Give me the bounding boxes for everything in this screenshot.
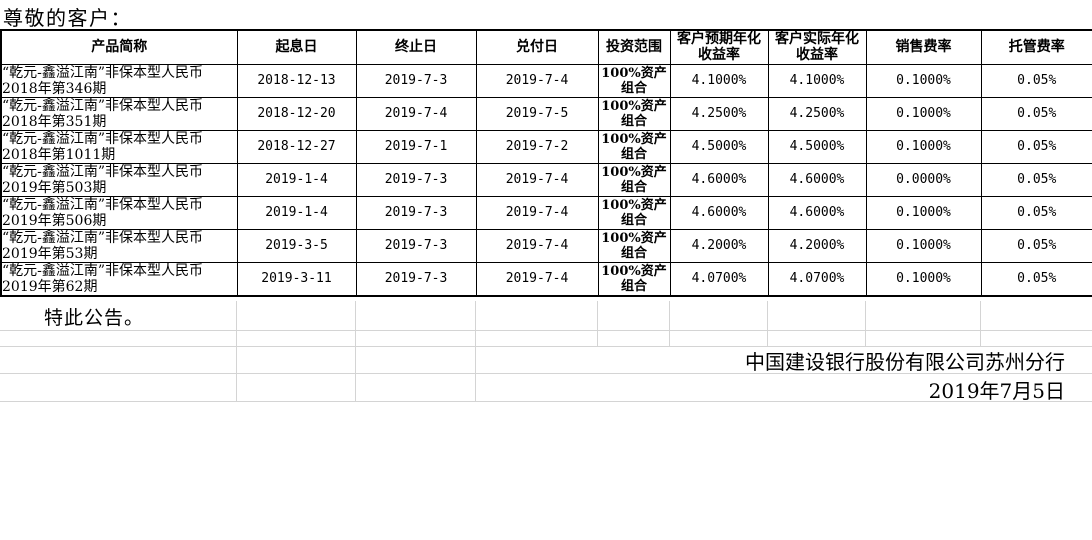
gridline-horizontal	[0, 401, 1092, 402]
col-header-custody-fee: 托管费率	[980, 29, 1092, 65]
gridline-horizontal	[0, 346, 1092, 347]
col-header-sales-fee: 销售费率	[865, 29, 982, 65]
col-header-product-name: 产品简称	[0, 29, 238, 65]
table-row: “乾元-鑫溢江南”非保本型人民币 2019年第503期 2019-1-4 2019-…	[0, 162, 1092, 197]
cell-actual-yield: 4.6000%	[767, 195, 867, 230]
cell-end-date: 2019-7-3	[355, 261, 477, 296]
gridline-horizontal	[0, 373, 1092, 374]
table-row: “乾元-鑫溢江南”非保本型人民币 2018年第351期 2018-12-20 201…	[0, 96, 1092, 131]
cell-sales-fee: 0.1000%	[865, 129, 982, 164]
cell-custody-fee: 0.05%	[980, 261, 1092, 296]
gridline-vertical	[597, 301, 598, 346]
cell-product-name: “乾元-鑫溢江南”非保本型人民币 2019年第506期	[0, 195, 238, 230]
cell-expected-yield: 4.2500%	[669, 96, 769, 131]
cell-custody-fee: 0.05%	[980, 129, 1092, 164]
table-row: “乾元-鑫溢江南”非保本型人民币 2018年第346期 2018-12-13 201…	[0, 63, 1092, 98]
cell-custody-fee: 0.05%	[980, 162, 1092, 197]
gridline-vertical	[767, 301, 768, 346]
cell-sales-fee: 0.1000%	[865, 228, 982, 263]
table-header-row: 产品简称 起息日 终止日 兑付日 投资范围 客户预期年化 收益率 客户实际年化 …	[0, 29, 1092, 65]
cell-value-date: 2019-3-11	[236, 261, 357, 296]
table-row: “乾元-鑫溢江南”非保本型人民币 2019年第62期 2019-3-11 2019-…	[0, 261, 1092, 296]
cell-product-name: “乾元-鑫溢江南”非保本型人民币 2018年第1011期	[0, 129, 238, 164]
cell-end-date: 2019-7-3	[355, 162, 477, 197]
cell-end-date: 2019-7-4	[355, 96, 477, 131]
table-body: “乾元-鑫溢江南”非保本型人民币 2018年第346期 2018-12-13 201…	[0, 63, 1092, 296]
cell-payment-date: 2019-7-4	[475, 63, 599, 98]
cell-sales-fee: 0.1000%	[865, 195, 982, 230]
col-header-expected-yield: 客户预期年化 收益率	[669, 29, 769, 65]
col-header-end-date: 终止日	[355, 29, 477, 65]
gridline-vertical	[355, 301, 356, 401]
cell-expected-yield: 4.1000%	[669, 63, 769, 98]
cell-actual-yield: 4.6000%	[767, 162, 867, 197]
cell-investment-scope: 100%资产 组合	[597, 162, 671, 197]
cell-end-date: 2019-7-1	[355, 129, 477, 164]
gridline-vertical	[865, 301, 866, 346]
cell-end-date: 2019-7-3	[355, 63, 477, 98]
col-header-actual-yield: 客户实际年化 收益率	[767, 29, 867, 65]
col-header-value-date: 起息日	[236, 29, 357, 65]
table-row: “乾元-鑫溢江南”非保本型人民币 2019年第506期 2019-1-4 2019-…	[0, 195, 1092, 230]
cell-payment-date: 2019-7-2	[475, 129, 599, 164]
cell-payment-date: 2019-7-4	[475, 162, 599, 197]
cell-sales-fee: 0.1000%	[865, 63, 982, 98]
cell-value-date: 2018-12-20	[236, 96, 357, 131]
table-row: “乾元-鑫溢江南”非保本型人民币 2018年第1011期 2018-12-27 20…	[0, 129, 1092, 164]
cell-actual-yield: 4.2500%	[767, 96, 867, 131]
gridline-vertical	[236, 301, 237, 401]
cell-investment-scope: 100%资产 组合	[597, 96, 671, 131]
signature-date: 2019年7月5日	[928, 379, 1065, 403]
cell-value-date: 2018-12-13	[236, 63, 357, 98]
table-row: “乾元-鑫溢江南”非保本型人民币 2019年第53期 2019-3-5 2019-7…	[0, 228, 1092, 263]
cell-value-date: 2019-3-5	[236, 228, 357, 263]
cell-investment-scope: 100%资产 组合	[597, 195, 671, 230]
cell-expected-yield: 4.6000%	[669, 195, 769, 230]
cell-end-date: 2019-7-3	[355, 195, 477, 230]
col-header-payment-date: 兑付日	[475, 29, 599, 65]
cell-end-date: 2019-7-3	[355, 228, 477, 263]
cell-custody-fee: 0.05%	[980, 195, 1092, 230]
cell-investment-scope: 100%资产 组合	[597, 228, 671, 263]
cell-sales-fee: 0.1000%	[865, 261, 982, 296]
gridline-horizontal	[0, 330, 1092, 331]
cell-value-date: 2019-1-4	[236, 195, 357, 230]
cell-actual-yield: 4.2000%	[767, 228, 867, 263]
cell-investment-scope: 100%资产 组合	[597, 129, 671, 164]
signature-bank: 中国建设银行股份有限公司苏州分行	[745, 350, 1065, 374]
cell-payment-date: 2019-7-5	[475, 96, 599, 131]
cell-product-name: “乾元-鑫溢江南”非保本型人民币 2018年第346期	[0, 63, 238, 98]
cell-expected-yield: 4.5000%	[669, 129, 769, 164]
cell-sales-fee: 0.1000%	[865, 96, 982, 131]
gridline-vertical	[669, 301, 670, 346]
col-header-investment-scope: 投资范围	[597, 29, 671, 65]
cell-expected-yield: 4.2000%	[669, 228, 769, 263]
cell-product-name: “乾元-鑫溢江南”非保本型人民币 2019年第62期	[0, 261, 238, 296]
cell-value-date: 2019-1-4	[236, 162, 357, 197]
cell-actual-yield: 4.5000%	[767, 129, 867, 164]
cell-product-name: “乾元-鑫溢江南”非保本型人民币 2019年第503期	[0, 162, 238, 197]
gridline-vertical	[475, 301, 476, 401]
cell-custody-fee: 0.05%	[980, 228, 1092, 263]
cell-investment-scope: 100%资产 组合	[597, 261, 671, 296]
cell-expected-yield: 4.6000%	[669, 162, 769, 197]
cell-product-name: “乾元-鑫溢江南”非保本型人民币 2018年第351期	[0, 96, 238, 131]
cell-product-name: “乾元-鑫溢江南”非保本型人民币 2019年第53期	[0, 228, 238, 263]
cell-custody-fee: 0.05%	[980, 63, 1092, 98]
cell-custody-fee: 0.05%	[980, 96, 1092, 131]
cell-investment-scope: 100%资产 组合	[597, 63, 671, 98]
notice-text: 特此公告。	[44, 307, 145, 329]
cell-sales-fee: 0.0000%	[865, 162, 982, 197]
products-table: 产品简称 起息日 终止日 兑付日 投资范围 客户预期年化 收益率 客户实际年化 …	[0, 29, 1092, 297]
cell-expected-yield: 4.0700%	[669, 261, 769, 296]
cell-payment-date: 2019-7-4	[475, 228, 599, 263]
gridline-vertical	[980, 301, 981, 346]
cell-value-date: 2018-12-27	[236, 129, 357, 164]
cell-payment-date: 2019-7-4	[475, 195, 599, 230]
page-title: 尊敬的客户：	[3, 6, 132, 30]
cell-payment-date: 2019-7-4	[475, 261, 599, 296]
cell-actual-yield: 4.1000%	[767, 63, 867, 98]
cell-actual-yield: 4.0700%	[767, 261, 867, 296]
